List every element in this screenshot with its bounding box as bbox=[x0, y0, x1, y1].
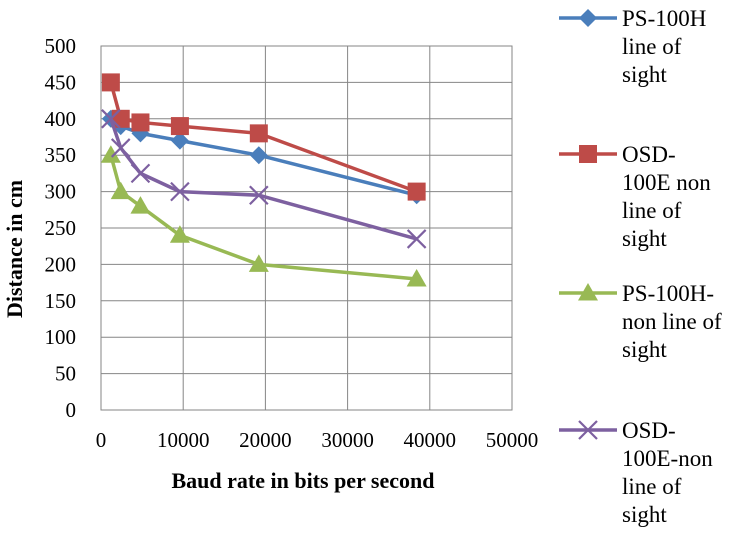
series-line bbox=[109, 118, 418, 241]
legend-label: sight bbox=[622, 62, 667, 87]
data-point bbox=[130, 163, 151, 184]
data-point bbox=[406, 229, 427, 249]
data-point bbox=[407, 182, 426, 201]
x-axis-title: Baud rate in bits per second bbox=[171, 468, 434, 493]
data-point bbox=[170, 181, 190, 202]
x-tick-label: 20000 bbox=[239, 428, 292, 452]
series-group bbox=[100, 73, 427, 287]
legend-label: sight bbox=[622, 502, 667, 527]
y-tick-label: 200 bbox=[45, 252, 77, 276]
data-point bbox=[169, 225, 190, 243]
legend-label: 100E-non bbox=[622, 446, 713, 471]
legend-label: OSD- bbox=[622, 142, 676, 167]
legend-label: non line of bbox=[622, 309, 722, 334]
data-point bbox=[248, 254, 269, 272]
x-tick-label: 10000 bbox=[157, 428, 210, 452]
data-point bbox=[110, 138, 131, 158]
y-axis-ticks: 0 50 100 150 200 250 300 350 400 450 500 bbox=[45, 34, 77, 422]
y-tick-label: 250 bbox=[45, 216, 77, 240]
data-point bbox=[110, 181, 131, 200]
data-point bbox=[170, 131, 189, 150]
y-tick-label: 500 bbox=[45, 34, 77, 58]
legend-label: sight bbox=[622, 226, 667, 251]
y-tick-label: 450 bbox=[45, 70, 77, 94]
data-point bbox=[101, 109, 121, 129]
legend-marker bbox=[578, 420, 598, 440]
x-tick-label: 0 bbox=[96, 428, 107, 452]
legend-label: OSD- bbox=[622, 418, 676, 443]
data-point bbox=[101, 73, 120, 92]
legend-entry-4: OSD- 100E-non line of sight bbox=[559, 418, 713, 527]
x-axis-ticks: 0 10000 20000 30000 40000 50000 bbox=[96, 428, 539, 452]
data-point bbox=[131, 113, 150, 132]
y-tick-label: 300 bbox=[45, 180, 77, 204]
legend-label: PS-100H bbox=[622, 6, 706, 31]
series-3 bbox=[100, 145, 427, 287]
legend-label: 100E non bbox=[622, 170, 711, 195]
x-tick-label: 50000 bbox=[486, 428, 539, 452]
legend-label: line of bbox=[622, 474, 682, 499]
data-point bbox=[406, 268, 427, 287]
data-point bbox=[249, 124, 268, 143]
legend-marker bbox=[579, 145, 597, 163]
plot-border bbox=[100, 45, 513, 411]
data-point bbox=[130, 196, 151, 214]
y-tick-label: 100 bbox=[45, 325, 77, 349]
legend: PS-100H line of sight OSD- 100E non line of si… bbox=[559, 6, 722, 527]
y-tick-label: 350 bbox=[45, 143, 77, 167]
data-point bbox=[249, 146, 268, 165]
x-tick-label: 40000 bbox=[404, 428, 457, 452]
legend-label: line of bbox=[622, 34, 682, 59]
legend-marker bbox=[578, 283, 598, 301]
legend-entry-1: PS-100H line of sight bbox=[559, 6, 706, 87]
y-tick-label: 150 bbox=[45, 289, 77, 313]
legend-label: sight bbox=[622, 337, 667, 362]
legend-label: line of bbox=[622, 198, 682, 223]
legend-entry-3: PS-100H-non line of sight bbox=[559, 281, 722, 362]
y-tick-label: 0 bbox=[66, 398, 77, 422]
y-tick-label: 400 bbox=[45, 107, 77, 131]
y-tick-label: 50 bbox=[55, 362, 76, 386]
x-tick-label: 30000 bbox=[321, 428, 374, 452]
series-4 bbox=[101, 109, 427, 249]
legend-marker bbox=[579, 9, 597, 27]
legend-label: PS-100H- bbox=[622, 281, 714, 306]
data-point bbox=[170, 117, 189, 136]
grid bbox=[100, 45, 513, 411]
y-axis-title: Distance in cm bbox=[2, 180, 27, 318]
data-point bbox=[100, 145, 121, 163]
legend-entry-2: OSD- 100E non line of sight bbox=[559, 142, 711, 251]
data-point bbox=[249, 185, 269, 206]
series-2 bbox=[101, 73, 426, 201]
